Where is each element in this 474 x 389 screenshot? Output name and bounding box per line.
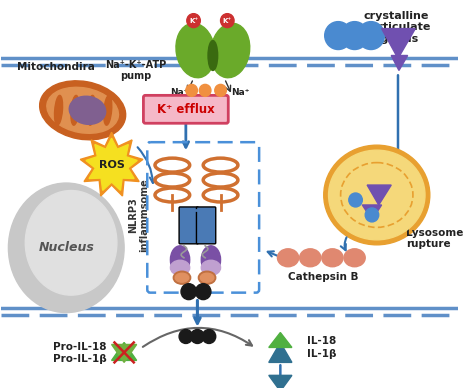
Text: IL-18: IL-18 — [307, 336, 337, 347]
Text: Mitochondira: Mitochondira — [17, 63, 95, 72]
Circle shape — [195, 284, 211, 300]
FancyBboxPatch shape — [196, 207, 216, 244]
Text: crystalline
particulate
ligands: crystalline particulate ligands — [362, 11, 430, 44]
Ellipse shape — [324, 145, 430, 245]
Text: NLRP3
inflammsome: NLRP3 inflammsome — [128, 178, 149, 252]
Text: ROS: ROS — [99, 160, 125, 170]
Text: Pro-IL-1β: Pro-IL-1β — [53, 354, 107, 364]
Circle shape — [357, 22, 384, 49]
Circle shape — [181, 284, 196, 300]
Polygon shape — [269, 342, 292, 363]
Text: K⁺: K⁺ — [189, 18, 198, 24]
Polygon shape — [269, 333, 292, 347]
Text: Na⁺: Na⁺ — [231, 88, 249, 97]
Ellipse shape — [210, 23, 250, 78]
Ellipse shape — [322, 249, 343, 267]
Polygon shape — [367, 185, 391, 205]
Polygon shape — [86, 138, 137, 190]
Circle shape — [191, 329, 204, 343]
Ellipse shape — [201, 246, 220, 274]
Ellipse shape — [328, 150, 425, 240]
Ellipse shape — [199, 271, 216, 284]
Ellipse shape — [344, 249, 365, 267]
Ellipse shape — [201, 273, 214, 282]
Ellipse shape — [69, 96, 106, 124]
Ellipse shape — [171, 246, 190, 274]
FancyBboxPatch shape — [179, 207, 199, 244]
Circle shape — [349, 193, 362, 207]
Ellipse shape — [40, 81, 126, 140]
Ellipse shape — [201, 260, 220, 275]
Ellipse shape — [47, 87, 118, 133]
Text: IL-1β: IL-1β — [307, 349, 337, 359]
Circle shape — [220, 14, 234, 28]
Circle shape — [202, 329, 216, 343]
Polygon shape — [111, 345, 137, 363]
Ellipse shape — [277, 249, 299, 267]
Ellipse shape — [9, 183, 124, 313]
FancyBboxPatch shape — [144, 95, 228, 123]
Ellipse shape — [300, 249, 321, 267]
Circle shape — [179, 329, 192, 343]
Polygon shape — [362, 205, 382, 220]
Circle shape — [365, 208, 379, 222]
Ellipse shape — [87, 95, 95, 125]
Text: Na⁺: Na⁺ — [170, 88, 188, 97]
Circle shape — [215, 84, 227, 96]
Text: K⁺: K⁺ — [223, 18, 232, 24]
Polygon shape — [269, 375, 292, 389]
Circle shape — [325, 22, 352, 49]
Circle shape — [186, 84, 197, 96]
Circle shape — [341, 22, 368, 49]
Ellipse shape — [104, 95, 112, 125]
Ellipse shape — [171, 260, 190, 275]
Polygon shape — [80, 132, 143, 196]
Polygon shape — [382, 29, 415, 58]
Text: K⁺ efflux: K⁺ efflux — [157, 103, 215, 116]
Polygon shape — [391, 56, 408, 70]
Ellipse shape — [175, 273, 189, 282]
Text: pump: pump — [120, 72, 151, 81]
Ellipse shape — [173, 271, 191, 284]
Ellipse shape — [208, 40, 218, 70]
Ellipse shape — [71, 95, 79, 125]
Text: Na⁺-K⁺-ATP: Na⁺-K⁺-ATP — [105, 60, 166, 70]
Ellipse shape — [25, 191, 117, 295]
Circle shape — [187, 14, 201, 28]
Circle shape — [200, 84, 211, 96]
Text: Nucleus: Nucleus — [38, 241, 94, 254]
Ellipse shape — [176, 23, 215, 78]
Text: Cathepsin B: Cathepsin B — [289, 272, 359, 282]
Text: Pro-IL-18: Pro-IL-18 — [53, 342, 107, 352]
Text: Lysosome
rupture: Lysosome rupture — [406, 228, 463, 249]
Polygon shape — [111, 342, 137, 360]
Ellipse shape — [55, 95, 63, 125]
